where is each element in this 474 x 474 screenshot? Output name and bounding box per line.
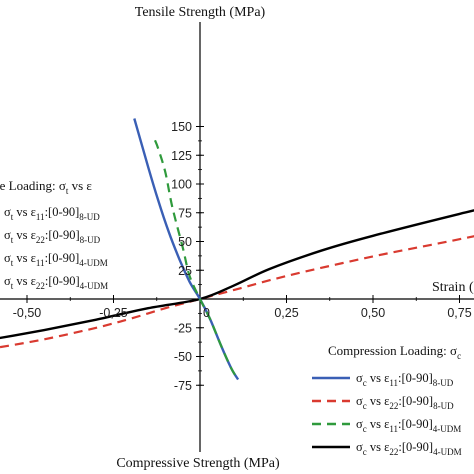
legend-compression-entry-1: σc​ vs ε11​:[0-90]8-UD​ xyxy=(356,371,454,388)
legend-compression-entry-3: σc​ vs ε11​:[0-90]4-UDM​ xyxy=(356,417,461,434)
y-axis-title-compressive: Compressive Strength (MPa) xyxy=(116,456,280,471)
axes xyxy=(0,22,474,452)
legend-tensile-entry-3: σt​ vs ε11​:[0-90]4-UDM​ xyxy=(4,251,108,268)
y-tick-label: 150 xyxy=(171,120,192,134)
legend-compression-entry-2: σc​ vs ε22​:[0-90]8-UD​ xyxy=(356,394,454,411)
y-tick-label: -75 xyxy=(174,379,192,393)
legend-tensile-entry-1: σt​ vs ε11​:[0-90]8-UD​ xyxy=(4,205,100,222)
legend-tensile-entry-2: σt​ vs ε22​:[0-90]8-UD​ xyxy=(4,228,101,245)
y-tick-label: -25 xyxy=(174,321,192,335)
legend-tensile-title: le Loading: σt vs ε xyxy=(0,178,92,196)
origin-label: 0 xyxy=(203,306,210,320)
y-tick-label: 25 xyxy=(178,264,192,278)
series-line-1 xyxy=(133,118,240,381)
y-tick-label: 125 xyxy=(171,149,192,163)
curves xyxy=(0,118,474,381)
x-tick-label: -0,25 xyxy=(99,306,128,320)
legend-compression: Compression Loading: σc σc​ vs ε11​:[0-90… xyxy=(312,343,462,457)
legend-tensile: le Loading: σt vs ε σt​ vs ε11​:[0-90]8-U… xyxy=(0,178,108,291)
y-tick-label: 75 xyxy=(178,206,192,220)
x-tick-label: -0,50 xyxy=(13,306,42,320)
y-tick-label: 100 xyxy=(171,178,192,192)
legend-tensile-entry-4: σt​ vs ε22​:[0-90]4-UDM​ xyxy=(4,274,108,291)
x-tick-label: 0,75 xyxy=(447,306,471,320)
y-tick-label: 50 xyxy=(178,235,192,249)
series-line-3 xyxy=(153,139,240,381)
series-line-4 xyxy=(0,209,474,340)
legend-compression-title: Compression Loading: σc xyxy=(328,343,461,361)
tick-labels: -1,00-0,75-0,50-0,250,250,500,751,001,25… xyxy=(13,120,472,393)
x-axis-title: Strain ( xyxy=(432,280,474,295)
x-tick-label: 0,25 xyxy=(274,306,298,320)
legend-compression-entry-4: σc​ vs ε22​:[0-90]4-UDM​ xyxy=(356,440,462,457)
y-tick-label: -50 xyxy=(174,350,192,364)
x-tick-label: 0,50 xyxy=(361,306,385,320)
y-axis-title-tensile: Tensile Strength (MPa) xyxy=(135,5,266,20)
